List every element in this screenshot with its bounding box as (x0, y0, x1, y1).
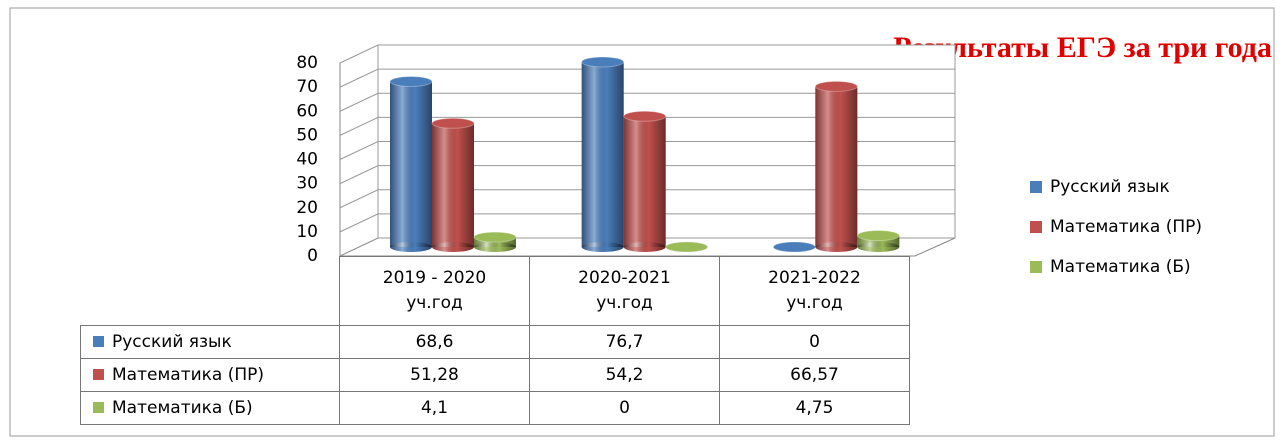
bar-shade (623, 116, 666, 248)
table-header-cell: 2021-2022 уч.год (719, 256, 910, 326)
bar-shade-base (390, 242, 432, 252)
bar-cap (772, 241, 816, 253)
bar-shade-base (474, 242, 516, 252)
bar-shade-base (857, 242, 900, 252)
legend-label: Русский язык (1050, 177, 1170, 197)
bar-shade (581, 61, 624, 248)
table-series-name: Математика (ПР) (112, 365, 265, 385)
bar-shade-base (432, 242, 474, 252)
bar-cap (581, 56, 625, 68)
table-row: Математика (ПР) 51,28 54,2 66,57 (80, 358, 910, 392)
grid-line (339, 68, 955, 88)
bar-cap (814, 80, 858, 92)
table-header-cell: 2019 - 2020 уч.год (339, 256, 530, 326)
bar-cap (623, 110, 667, 122)
table-header-cell: 2020-2021 уч.год (529, 256, 720, 326)
bar-shade-base (623, 242, 666, 252)
y-tick-label: 30 (296, 174, 318, 194)
chart-title: Результаты ЕГЭ за три года (893, 31, 1272, 64)
bar-shade (815, 86, 858, 247)
y-tick-label: 70 (296, 77, 318, 97)
y-tick-label: 80 (296, 53, 318, 73)
y-tick-label: 60 (296, 101, 318, 121)
bar-shade-base (581, 242, 624, 252)
bar-cap (856, 230, 900, 242)
y-tick-label: 50 (296, 125, 318, 145)
table-row: Русский язык 68,6 76,7 0 (80, 325, 910, 359)
table-series-name: Русский язык (112, 332, 232, 352)
bar-cap (665, 241, 709, 253)
table-value: 68,6 (339, 325, 530, 359)
table-header-row: 2019 - 2020 уч.год 2020-2021 уч.год 2021-2… (81, 256, 910, 326)
legend-label: Математика (ПР) (1050, 217, 1202, 237)
y-tick-label: 0 (307, 246, 318, 266)
bar-shade-base (815, 242, 858, 252)
table-corner (81, 257, 340, 326)
table-legend-key (93, 369, 104, 380)
grid-line (339, 44, 955, 64)
category-label: 2019 - 2020 уч.год (382, 268, 487, 313)
category-label: 2021-2022 уч.год (768, 268, 861, 313)
table-value: 51,28 (339, 358, 530, 392)
table-row: Математика (Б) 4,1 0 4,75 (80, 391, 910, 425)
table-legend-key (93, 402, 104, 413)
bar-shade (390, 81, 432, 247)
table-value: 4,1 (339, 391, 530, 425)
bar-cap (431, 117, 475, 129)
table-series-name: Математика (Б) (112, 398, 253, 418)
grid-line (339, 237, 955, 257)
grid-line (339, 189, 955, 209)
table-series-cell: Математика (ПР) (80, 358, 340, 392)
table-legend-key (93, 336, 104, 347)
grid-line (339, 116, 955, 136)
table-value: 54,2 (529, 358, 720, 392)
y-tick-label: 40 (296, 150, 318, 170)
y-tick-label: 10 (296, 222, 318, 242)
table-series-cell: Русский язык (80, 325, 340, 359)
table-value: 76,7 (529, 325, 720, 359)
legend-key (1030, 261, 1042, 273)
grid-line (339, 92, 955, 112)
data-table: 2019 - 2020 уч.год 2020-2021 уч.год 2021-2… (80, 256, 910, 425)
table-value: 4,75 (719, 391, 910, 425)
grid-line (339, 141, 955, 160)
table-value: 66,57 (719, 358, 910, 392)
bar-shade (857, 235, 900, 247)
legend-label: Математика (Б) (1050, 257, 1191, 277)
y-tick-label: 20 (296, 198, 318, 218)
bar-shade (432, 123, 474, 247)
table-value: 0 (529, 391, 720, 425)
grid-line (339, 165, 955, 185)
category-label: 2020-2021 уч.год (578, 268, 671, 313)
table-value: 0 (719, 325, 910, 359)
bar-cap (389, 76, 433, 88)
grid-line (339, 213, 955, 233)
legend-key (1030, 221, 1042, 233)
legend-key (1030, 181, 1042, 193)
table-series-cell: Математика (Б) (80, 391, 340, 425)
bar-cap (473, 231, 517, 243)
